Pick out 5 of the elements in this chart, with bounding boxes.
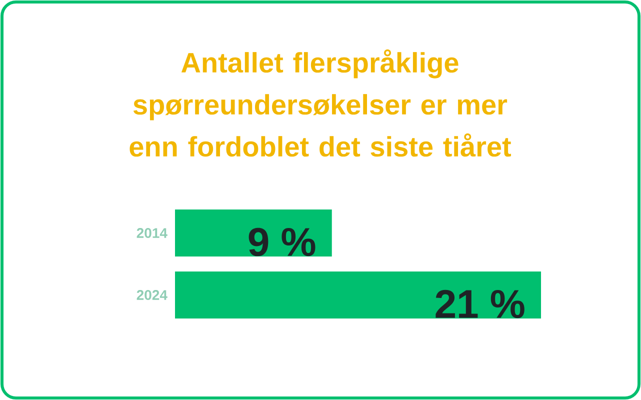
y-tick-label: 2024	[136, 290, 168, 300]
chart-title: Antallet flerspråklige spørreundersøkelser er mer enn fordoblet det siste tiåret	[130, 49, 512, 157]
y-tick-label: 2014	[136, 228, 168, 238]
data-label: 9 %	[248, 228, 316, 256]
data-label: 21 %	[436, 290, 524, 318]
